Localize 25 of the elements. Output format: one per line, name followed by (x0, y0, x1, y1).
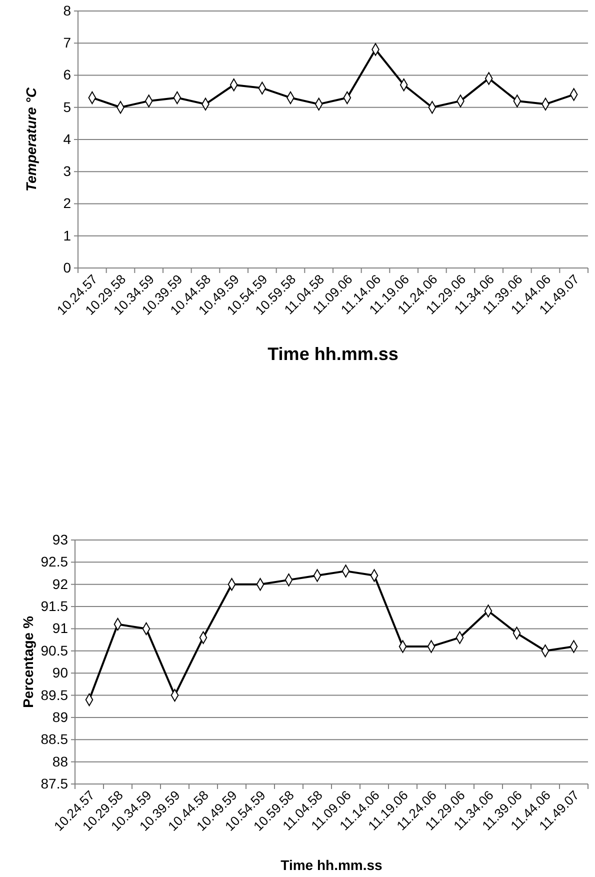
y-tick-label: 92.5 (40, 554, 68, 570)
y-tick-label: 1 (63, 227, 72, 244)
y-tick-label: 0 (63, 259, 72, 276)
y-tick-label: 8 (63, 2, 72, 18)
y-tick-label: 5 (63, 98, 72, 115)
y-tick-label: 6 (63, 66, 72, 83)
y-tick-label: 7 (63, 34, 72, 51)
y-tick-label: 90.5 (40, 642, 68, 658)
y-tick-label: 2 (63, 195, 72, 212)
y-tick-label: 91.5 (40, 598, 68, 614)
y-tick-label: 91 (52, 620, 68, 636)
y-axis-title: Temperature °C (23, 86, 39, 192)
y-tick-label: 88.5 (40, 731, 68, 748)
y-tick-label: 93 (52, 531, 68, 548)
x-axis-title: Time hh.mm.ss (280, 857, 383, 873)
y-tick-label: 89 (52, 708, 68, 725)
y-tick-label: 3 (63, 163, 72, 180)
y-axis-title: Percentage % (20, 616, 36, 708)
y-tick-label: 4 (63, 130, 72, 147)
y-tick-label: 92 (52, 576, 68, 592)
y-tick-label: 87.5 (40, 775, 68, 792)
x-axis-title: Time hh.mm.ss (268, 344, 398, 364)
y-tick-label: 90 (52, 664, 68, 681)
y-tick-label: 89.5 (40, 686, 68, 703)
y-tick-label: 88 (52, 753, 68, 770)
